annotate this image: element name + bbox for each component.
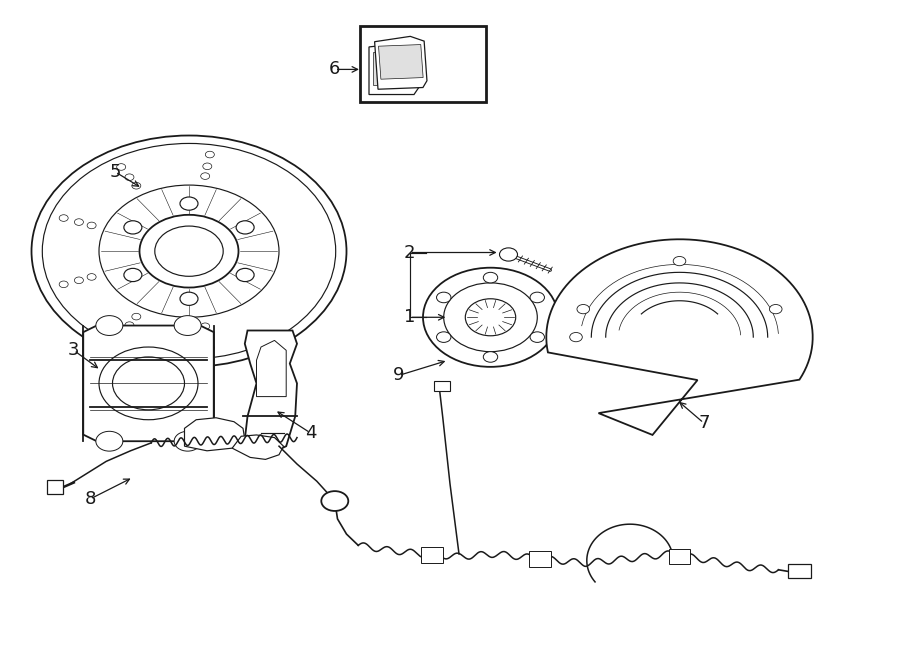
Circle shape (155, 226, 223, 276)
Bar (421, 547, 443, 563)
Polygon shape (245, 330, 297, 456)
Polygon shape (84, 326, 214, 442)
Circle shape (117, 332, 126, 338)
Circle shape (75, 277, 84, 284)
Bar (47, 480, 63, 494)
Bar (360, 26, 486, 102)
Text: 6: 6 (329, 60, 340, 79)
Circle shape (180, 292, 198, 305)
Circle shape (117, 164, 126, 171)
Circle shape (175, 432, 202, 451)
Circle shape (423, 268, 558, 367)
Circle shape (96, 432, 122, 451)
Polygon shape (232, 435, 284, 459)
Circle shape (59, 281, 68, 288)
Polygon shape (374, 36, 427, 89)
Polygon shape (373, 52, 415, 85)
Text: 7: 7 (698, 414, 709, 432)
Circle shape (87, 222, 96, 229)
Circle shape (530, 332, 544, 342)
Circle shape (59, 215, 68, 221)
Circle shape (321, 491, 348, 511)
Circle shape (436, 292, 451, 303)
Circle shape (483, 272, 498, 283)
Text: 1: 1 (404, 308, 415, 327)
Polygon shape (369, 43, 419, 95)
Circle shape (87, 274, 96, 280)
Bar (788, 564, 811, 578)
Circle shape (202, 163, 211, 170)
Circle shape (444, 283, 537, 352)
Text: 2: 2 (404, 243, 415, 262)
Circle shape (577, 305, 590, 314)
Circle shape (570, 332, 582, 342)
Circle shape (770, 305, 782, 314)
Circle shape (236, 268, 254, 282)
Circle shape (180, 197, 198, 210)
Circle shape (124, 268, 142, 282)
Circle shape (465, 299, 516, 336)
Circle shape (202, 332, 211, 339)
Bar (434, 381, 450, 391)
Text: 5: 5 (110, 163, 121, 181)
Circle shape (125, 174, 134, 180)
Circle shape (483, 352, 498, 362)
Circle shape (99, 347, 198, 420)
Circle shape (140, 215, 238, 288)
Circle shape (201, 173, 210, 179)
Bar (669, 549, 690, 564)
Circle shape (201, 323, 210, 330)
Circle shape (131, 313, 140, 320)
Circle shape (205, 151, 214, 158)
Circle shape (436, 332, 451, 342)
Circle shape (124, 221, 142, 234)
Polygon shape (184, 418, 245, 451)
Text: 4: 4 (305, 424, 316, 442)
Circle shape (530, 292, 544, 303)
Circle shape (673, 256, 686, 266)
Circle shape (131, 182, 140, 189)
Text: 9: 9 (393, 366, 404, 385)
Circle shape (96, 316, 122, 336)
Circle shape (125, 322, 134, 329)
Circle shape (75, 219, 84, 225)
Text: 8: 8 (85, 490, 95, 508)
Circle shape (112, 357, 184, 410)
Text: 3: 3 (68, 341, 79, 360)
Polygon shape (256, 340, 286, 397)
Circle shape (175, 316, 202, 336)
Circle shape (205, 344, 214, 351)
Polygon shape (379, 44, 423, 79)
Circle shape (236, 221, 254, 234)
Bar (529, 551, 551, 567)
Polygon shape (546, 239, 813, 435)
Circle shape (500, 248, 518, 261)
Circle shape (32, 136, 346, 367)
